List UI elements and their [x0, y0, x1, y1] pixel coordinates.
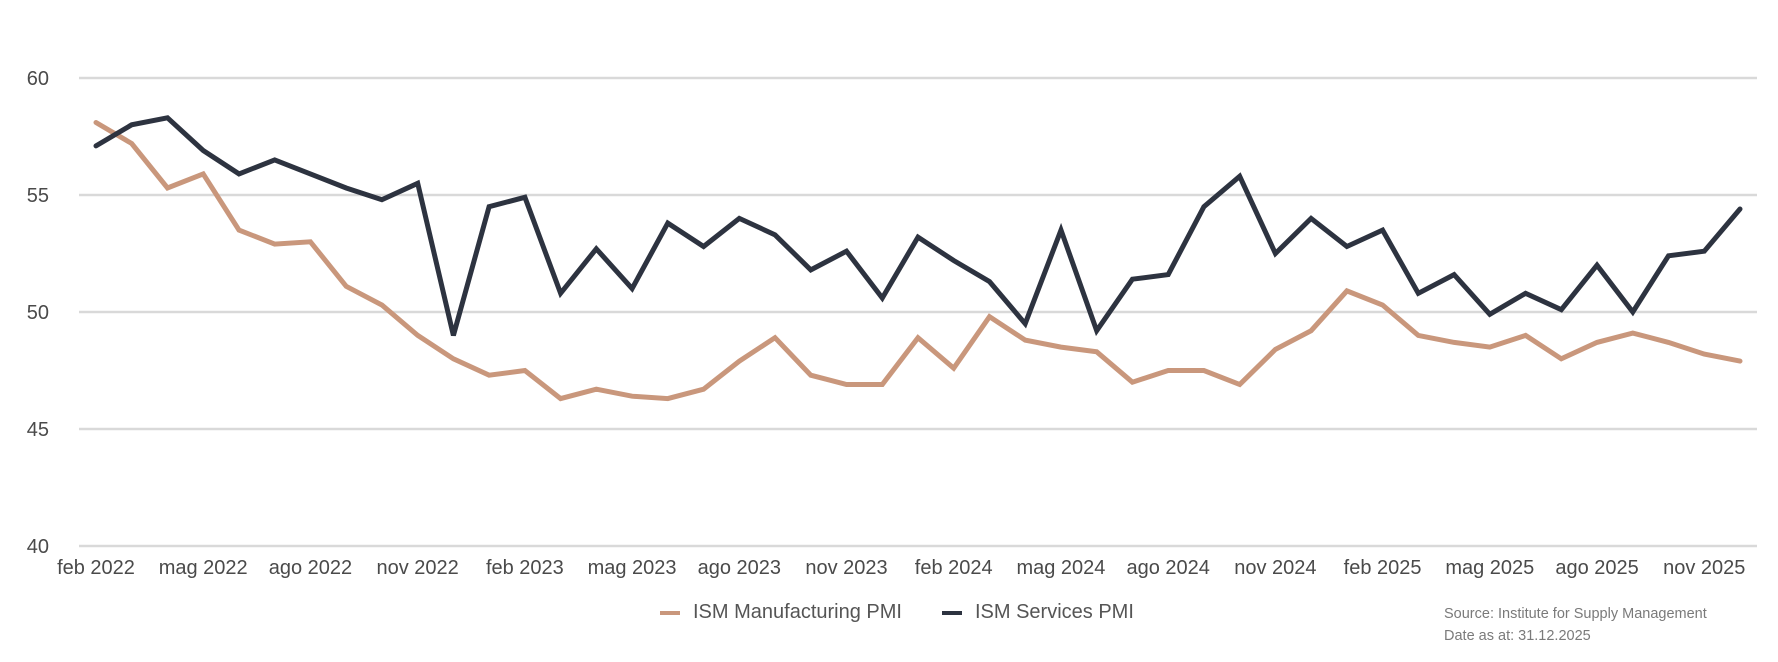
y-tick-label: 50 [27, 302, 49, 324]
date-line: Date as at: 31.12.2025 [1444, 628, 1591, 644]
legend-label-manufacturing: ISM Manufacturing PMI [693, 601, 902, 623]
x-tick-label: feb 2025 [1344, 557, 1422, 579]
series-line-services [93, 115, 1743, 337]
y-tick-label: 40 [27, 536, 49, 558]
x-tick-label: feb 2023 [486, 557, 564, 579]
x-tick-label: ago 2024 [1126, 557, 1209, 579]
series-lines [93, 115, 1743, 402]
y-tick-label: 55 [27, 185, 49, 207]
x-tick-label: mag 2025 [1445, 557, 1534, 579]
legend-swatch-services [941, 610, 962, 615]
y-tick-label: 60 [27, 68, 49, 90]
legend-item-manufacturing[interactable]: ISM Manufacturing PMI [660, 601, 902, 624]
x-tick-label: nov 2023 [805, 557, 887, 579]
source-note: Source: Institute for Supply Management … [1444, 603, 1707, 647]
y-tick-label: 45 [27, 419, 49, 441]
x-tick-label: nov 2025 [1663, 557, 1745, 579]
x-axis-ticks: feb 2022 mag 2022 ago 2022 nov 2022 feb 2023… [57, 557, 1745, 579]
source-line: Source: Institute for Supply Management [1444, 606, 1707, 622]
series-line-manufacturing [93, 120, 1743, 402]
legend-label-services: ISM Services PMI [974, 601, 1134, 623]
x-tick-label: feb 2024 [915, 557, 993, 579]
legend-swatch-manufacturing [660, 610, 680, 615]
x-tick-label: feb 2022 [57, 557, 135, 579]
x-tick-label: mag 2022 [159, 557, 248, 579]
x-tick-label: ago 2025 [1555, 557, 1638, 579]
x-tick-label: nov 2022 [377, 557, 459, 579]
legend: ISM Manufacturing PMI ISM Services PMI [660, 601, 1174, 624]
gridlines [79, 76, 1757, 548]
y-axis-ticks: 40 45 50 55 60 [27, 68, 49, 558]
legend-item-services[interactable]: ISM Services PMI [941, 601, 1134, 624]
x-tick-label: mag 2024 [1016, 557, 1105, 579]
x-tick-label: nov 2024 [1234, 557, 1316, 579]
x-tick-label: ago 2023 [698, 557, 781, 579]
x-tick-label: mag 2023 [588, 557, 677, 579]
x-tick-label: ago 2022 [269, 557, 352, 579]
